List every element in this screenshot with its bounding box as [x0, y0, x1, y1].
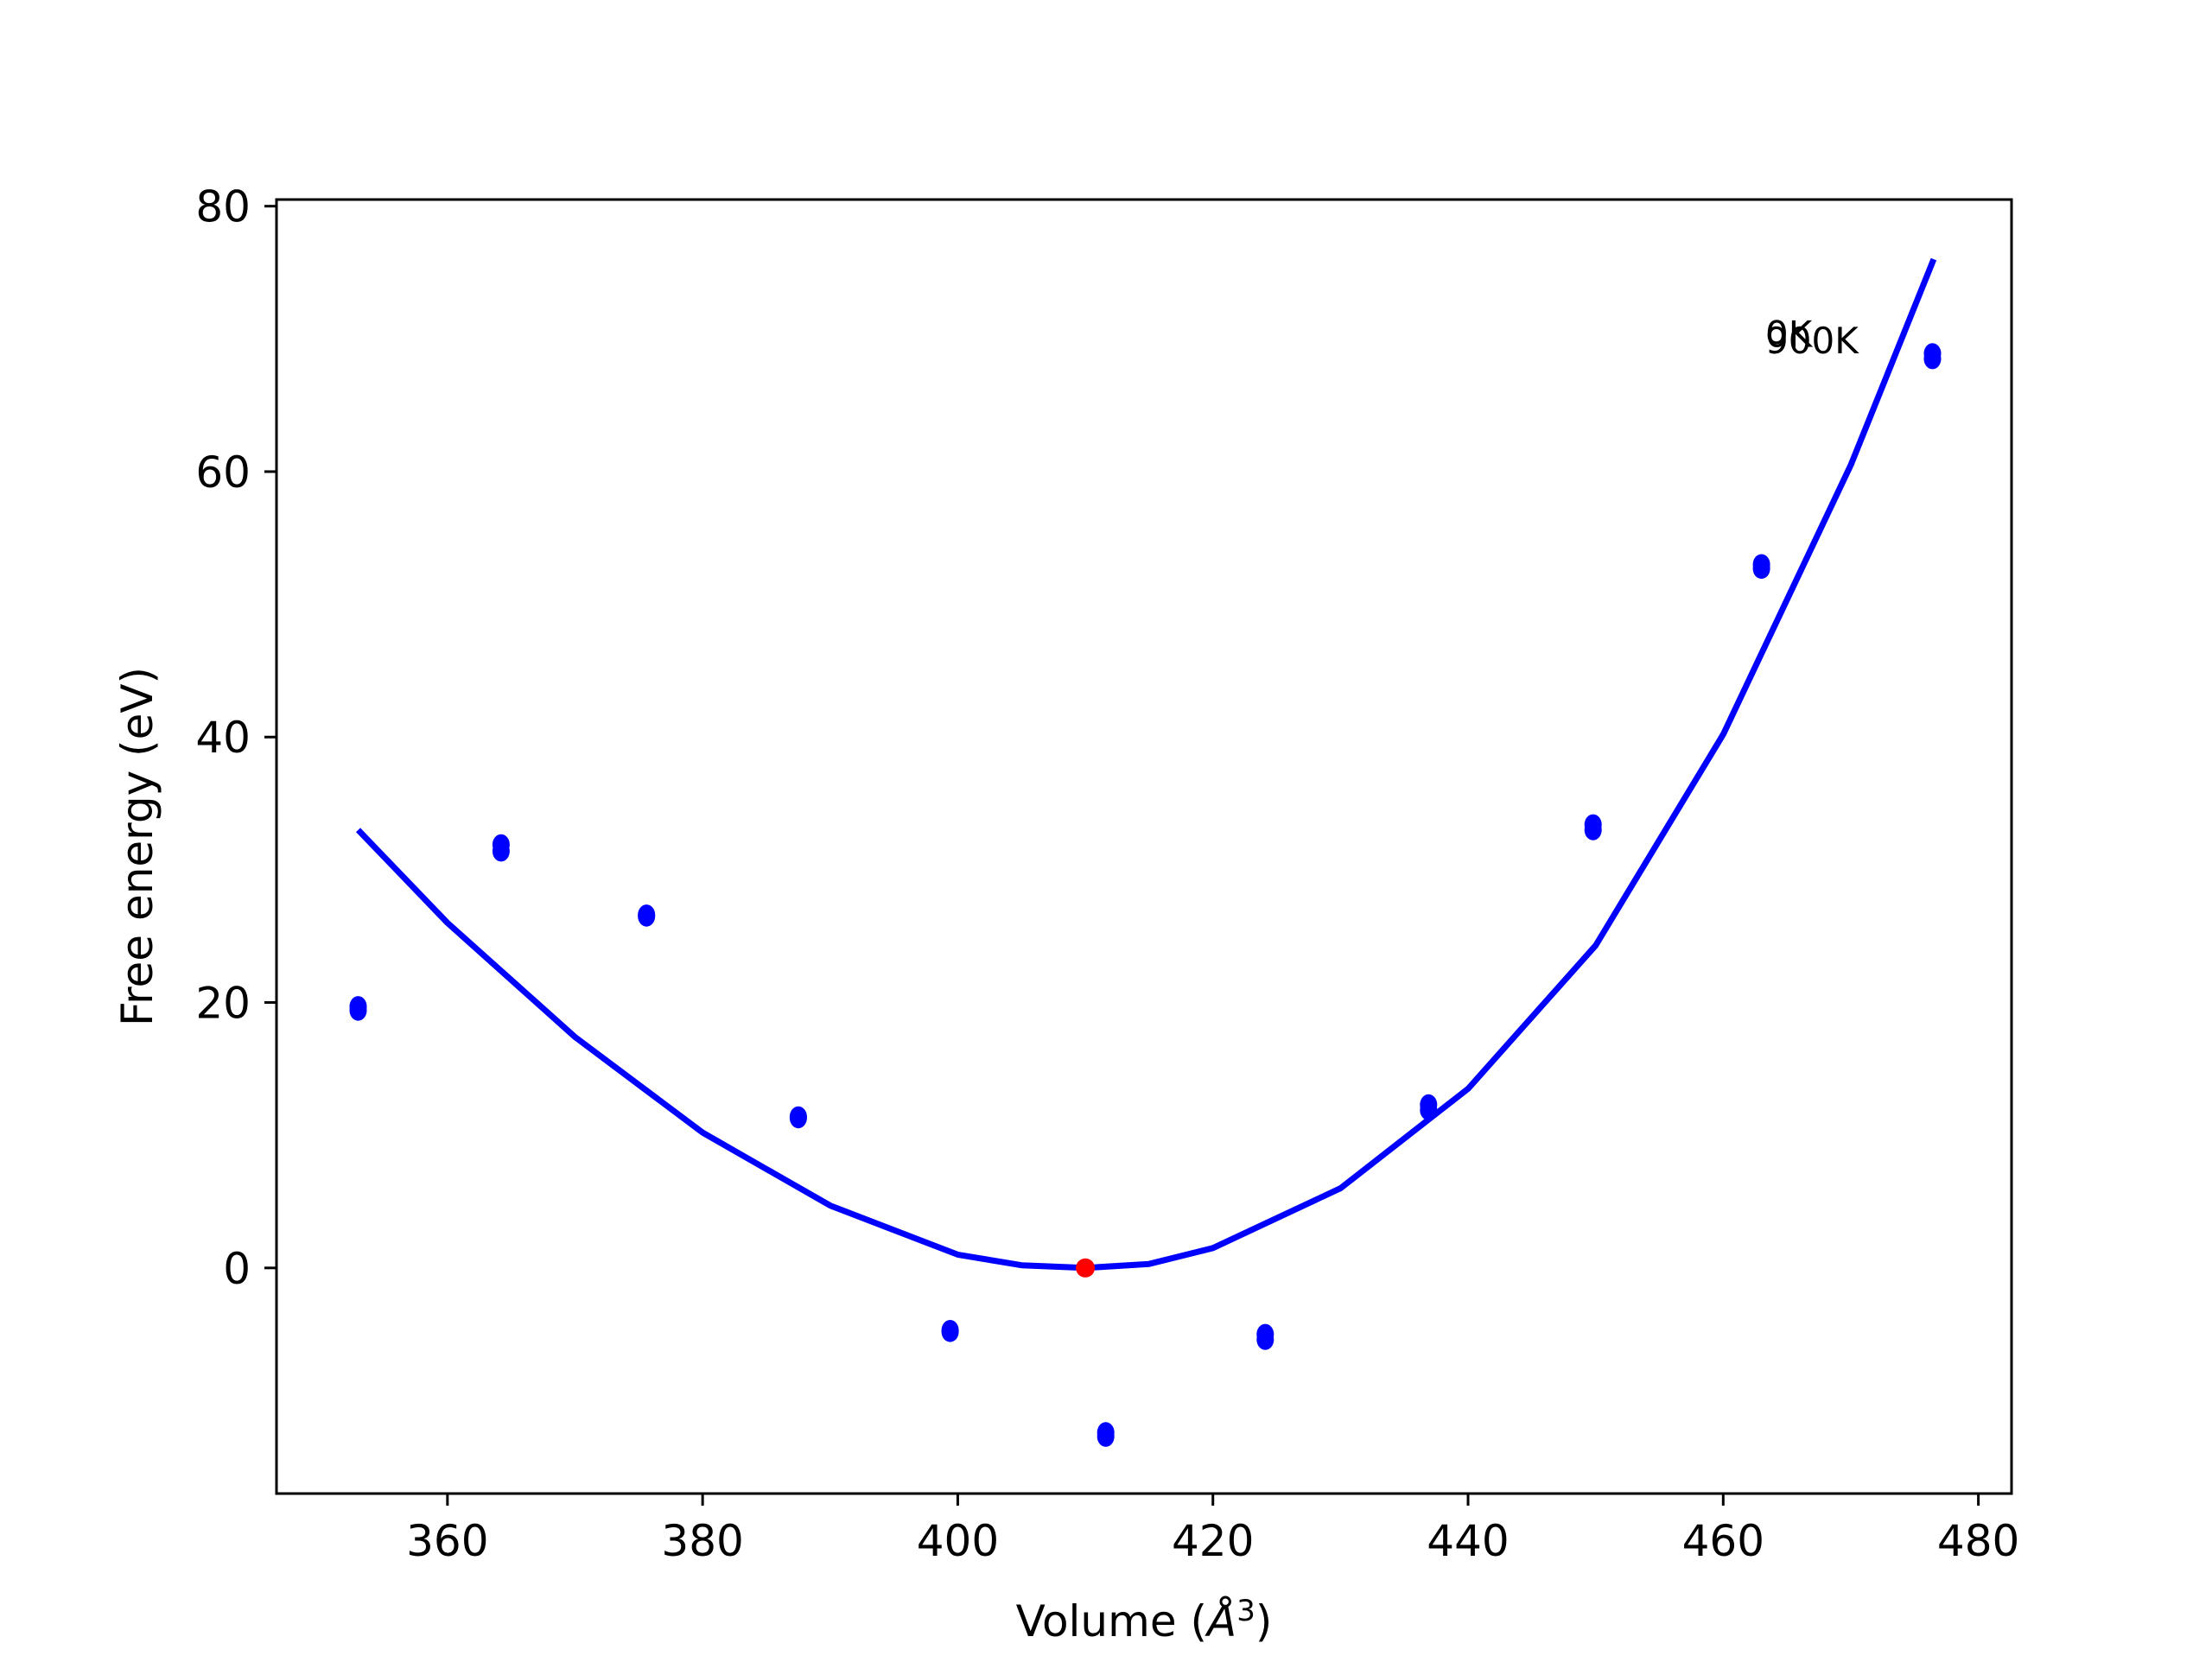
data-point-900k	[492, 841, 510, 862]
x-tick-label: 460	[1682, 1516, 1764, 1566]
data-point-900k	[789, 1107, 807, 1129]
data-point-900k	[349, 999, 367, 1021]
data-point-900k	[1420, 1100, 1438, 1120]
annotation-label: 900K	[1765, 320, 1859, 362]
x-axis-label: Volume (Å3)	[1016, 1594, 1273, 1646]
y-axis: 0 20 40 60 80	[195, 182, 276, 1294]
x-tick-label: 420	[1172, 1516, 1254, 1566]
x-tick-label: 440	[1427, 1516, 1509, 1566]
plot-area	[349, 257, 1942, 1447]
y-tick-label: 80	[195, 182, 251, 232]
data-point-900k	[1584, 819, 1602, 841]
minimum-marker	[1076, 1258, 1096, 1278]
data-point-900k	[1256, 1329, 1274, 1350]
data-point-900k	[1923, 348, 1942, 370]
data-point-900k	[1752, 558, 1770, 580]
y-tick-label: 40	[195, 713, 251, 763]
axes-frame	[275, 198, 2013, 1495]
x-axis: 360 380 400 420 440 460 480	[406, 1494, 2019, 1566]
y-axis-label: Free energy (eV)	[112, 667, 162, 1026]
annotation-label: 0K	[1765, 314, 1814, 356]
x-tick-label: 400	[917, 1516, 999, 1566]
data-point-900k	[1096, 1425, 1115, 1447]
x-tick-label: 360	[406, 1516, 488, 1566]
y-tick-label: 0	[223, 1244, 251, 1294]
x-tick-label: 380	[661, 1516, 743, 1566]
fit-curve	[355, 257, 1937, 1272]
data-point-900k	[638, 905, 656, 927]
x-tick-label: 480	[1937, 1516, 2019, 1566]
y-tick-label: 60	[195, 447, 251, 498]
y-tick-label: 20	[195, 979, 251, 1029]
data-point-900k	[941, 1321, 959, 1342]
